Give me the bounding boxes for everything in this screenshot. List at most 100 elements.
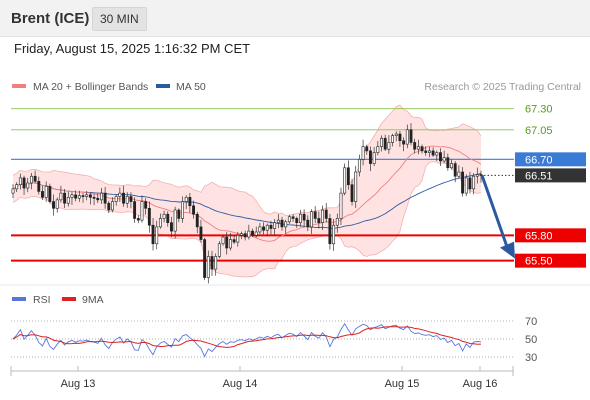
candle-body xyxy=(321,209,324,223)
candle-33 xyxy=(133,197,137,223)
candle-body xyxy=(88,194,92,198)
candle-body xyxy=(114,196,118,202)
candle-body xyxy=(302,213,306,221)
candle-body xyxy=(210,256,214,270)
candle-24 xyxy=(99,187,103,204)
candle-body xyxy=(472,175,476,190)
candle-body xyxy=(166,213,170,223)
candle-body xyxy=(52,201,55,209)
price-axis-labels: 67.30 67.05 66.70 65.80 65.50 66.51 xyxy=(484,104,586,268)
candle-body xyxy=(170,222,173,232)
candle-body xyxy=(22,177,26,189)
candle-body xyxy=(188,197,192,207)
candle-58 xyxy=(225,232,229,255)
candle-body xyxy=(262,226,266,231)
candle-108 xyxy=(409,123,413,146)
x-tick-label-1: Aug 14 xyxy=(223,378,258,390)
candle-body xyxy=(464,177,468,194)
candle-106 xyxy=(402,137,406,152)
candle-body xyxy=(265,224,269,231)
candle-63 xyxy=(243,230,247,241)
candle-body xyxy=(118,192,122,197)
candle-117 xyxy=(442,150,446,164)
candle-body xyxy=(427,150,431,153)
candle-body xyxy=(335,218,339,226)
candle-91 xyxy=(346,160,350,190)
candle-76 xyxy=(291,213,295,222)
candle-9 xyxy=(44,181,48,202)
candle-body xyxy=(11,188,15,194)
candle-48 xyxy=(188,192,192,213)
timeframe-badge[interactable]: 30 MIN xyxy=(92,7,147,31)
candle-113 xyxy=(427,146,431,158)
level-label-1: 67.05 xyxy=(525,125,553,137)
candle-99 xyxy=(376,140,380,156)
candle-body xyxy=(225,236,229,249)
candle-body xyxy=(136,218,140,221)
chart-datetime: Friday, August 15, 2025 1:16:32 PM CET xyxy=(14,41,251,56)
candle-body xyxy=(405,129,409,145)
candle-body xyxy=(332,224,336,245)
candle-78 xyxy=(298,209,302,227)
candle-12 xyxy=(55,197,59,213)
level-label-3: 65.80 xyxy=(525,230,553,242)
candle-body xyxy=(92,197,96,199)
candle-15 xyxy=(66,191,70,207)
candle-body xyxy=(343,167,347,194)
candle-70 xyxy=(269,220,273,235)
candle-body xyxy=(446,157,450,169)
candle-47 xyxy=(184,195,188,210)
candle-103 xyxy=(391,133,395,147)
candle-71 xyxy=(273,218,277,236)
candle-body xyxy=(251,230,254,236)
candle-body xyxy=(398,133,402,142)
candle-1 xyxy=(15,182,19,193)
candle-29 xyxy=(118,187,122,203)
candle-8 xyxy=(41,185,44,200)
candle-body xyxy=(287,216,291,223)
candle-7 xyxy=(37,176,41,195)
candle-body xyxy=(313,211,317,219)
candle-94 xyxy=(357,154,361,177)
candle-54 xyxy=(210,250,214,276)
candle-body xyxy=(254,231,258,236)
candle-body xyxy=(420,146,424,152)
candle-body xyxy=(129,196,133,202)
last-price-label-bg xyxy=(515,168,586,183)
candle-14 xyxy=(63,188,67,209)
candle-11 xyxy=(52,194,55,216)
candle-35 xyxy=(140,195,144,223)
candle-body xyxy=(55,199,59,209)
candle-body xyxy=(350,184,354,202)
candle-109 xyxy=(413,138,417,154)
candle-body xyxy=(228,239,232,249)
candle-79 xyxy=(302,209,306,228)
candle-61 xyxy=(236,231,240,247)
legend-label-ma50: MA 50 xyxy=(176,81,206,93)
candle-body xyxy=(173,209,177,232)
x-tick-label-2: Aug 15 xyxy=(385,378,420,390)
candle-body xyxy=(457,171,461,177)
candle-95 xyxy=(361,139,365,166)
level-label-bg-4 xyxy=(515,253,586,268)
candle-body xyxy=(77,195,81,199)
candle-body xyxy=(276,219,280,223)
candle-18 xyxy=(77,190,81,202)
candle-body xyxy=(339,192,343,219)
instrument-title: Brent (ICE) xyxy=(11,10,90,27)
candle-body xyxy=(247,230,251,238)
candle-115 xyxy=(435,150,439,162)
candle-body xyxy=(221,236,225,245)
candle-body xyxy=(280,219,284,228)
candle-body xyxy=(324,209,328,219)
candle-34 xyxy=(136,215,140,224)
candle-37 xyxy=(147,201,151,233)
candle-body xyxy=(461,171,465,194)
candle-body xyxy=(29,175,33,184)
candle-59 xyxy=(228,232,232,251)
rsi-panel: 70 50 30 xyxy=(11,316,537,364)
price-levels xyxy=(11,108,514,262)
candle-body xyxy=(74,194,78,199)
candle-body xyxy=(291,216,295,219)
candle-81 xyxy=(310,209,313,234)
